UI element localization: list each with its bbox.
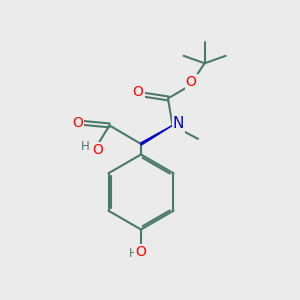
Polygon shape (141, 125, 172, 145)
Text: O: O (186, 75, 196, 89)
Text: H: H (80, 140, 89, 153)
Text: N: N (173, 116, 184, 131)
Text: O: O (133, 85, 143, 99)
Text: O: O (72, 116, 83, 130)
Text: O: O (136, 245, 146, 259)
Text: H: H (129, 247, 138, 260)
Text: O: O (92, 143, 103, 157)
